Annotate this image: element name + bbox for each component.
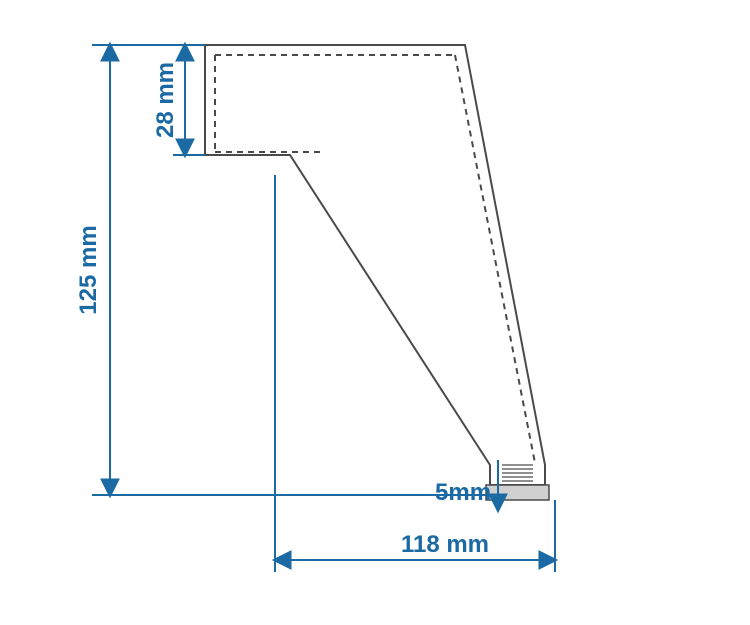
dimension-label: 118 mm (401, 531, 489, 558)
dimension-label: 28 mm (152, 62, 179, 138)
thread-icon (502, 465, 533, 481)
dimension-foot-height: 5mm (435, 460, 498, 510)
dimension-label: 125 mm (75, 225, 102, 314)
dimension-height-top: 28 mm (152, 45, 205, 155)
dimension-height-total: 125 mm (75, 45, 490, 495)
foot-cap (486, 485, 549, 500)
part-outline (205, 45, 549, 500)
dimension-width-bottom: 118 mm (275, 175, 555, 572)
dimension-label: 5mm (435, 479, 491, 506)
technical-drawing: 125 mm 28 mm 118 mm 5mm (0, 0, 750, 625)
